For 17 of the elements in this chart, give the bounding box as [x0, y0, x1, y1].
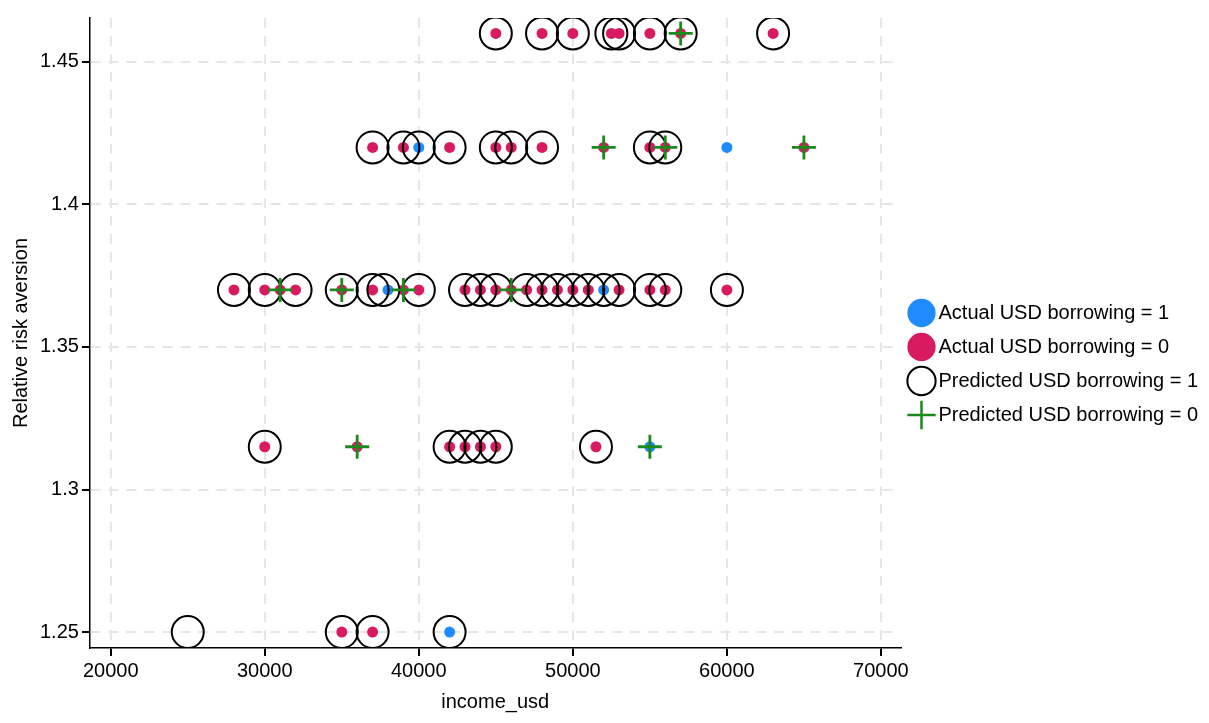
legend-label: Actual USD borrowing = 0 [938, 334, 1170, 357]
x-tick-label: 70000 [853, 658, 909, 681]
y-tick-label: 1.4 [51, 191, 79, 214]
y-axis-title: Relative risk aversion [8, 237, 31, 429]
legend-label: Predicted USD borrowing = 0 [938, 402, 1199, 425]
x-tick-label: 50000 [545, 658, 601, 681]
x-axis-title: income_usd [441, 689, 550, 713]
y-tick-label: 1.25 [39, 619, 79, 642]
x-tick-label: 40000 [391, 658, 447, 681]
legend-label: Actual USD borrowing = 1 [938, 300, 1170, 323]
y-tick-label: 1.35 [39, 334, 79, 357]
x-tick-label: 20000 [82, 658, 139, 681]
y-tick-label: 1.3 [51, 477, 79, 500]
x-tick-label: 60000 [699, 658, 755, 681]
x-tick-label: 30000 [236, 658, 293, 681]
legend-label: Predicted USD borrowing = 1 [938, 368, 1199, 391]
y-tick-label: 1.45 [39, 49, 79, 72]
